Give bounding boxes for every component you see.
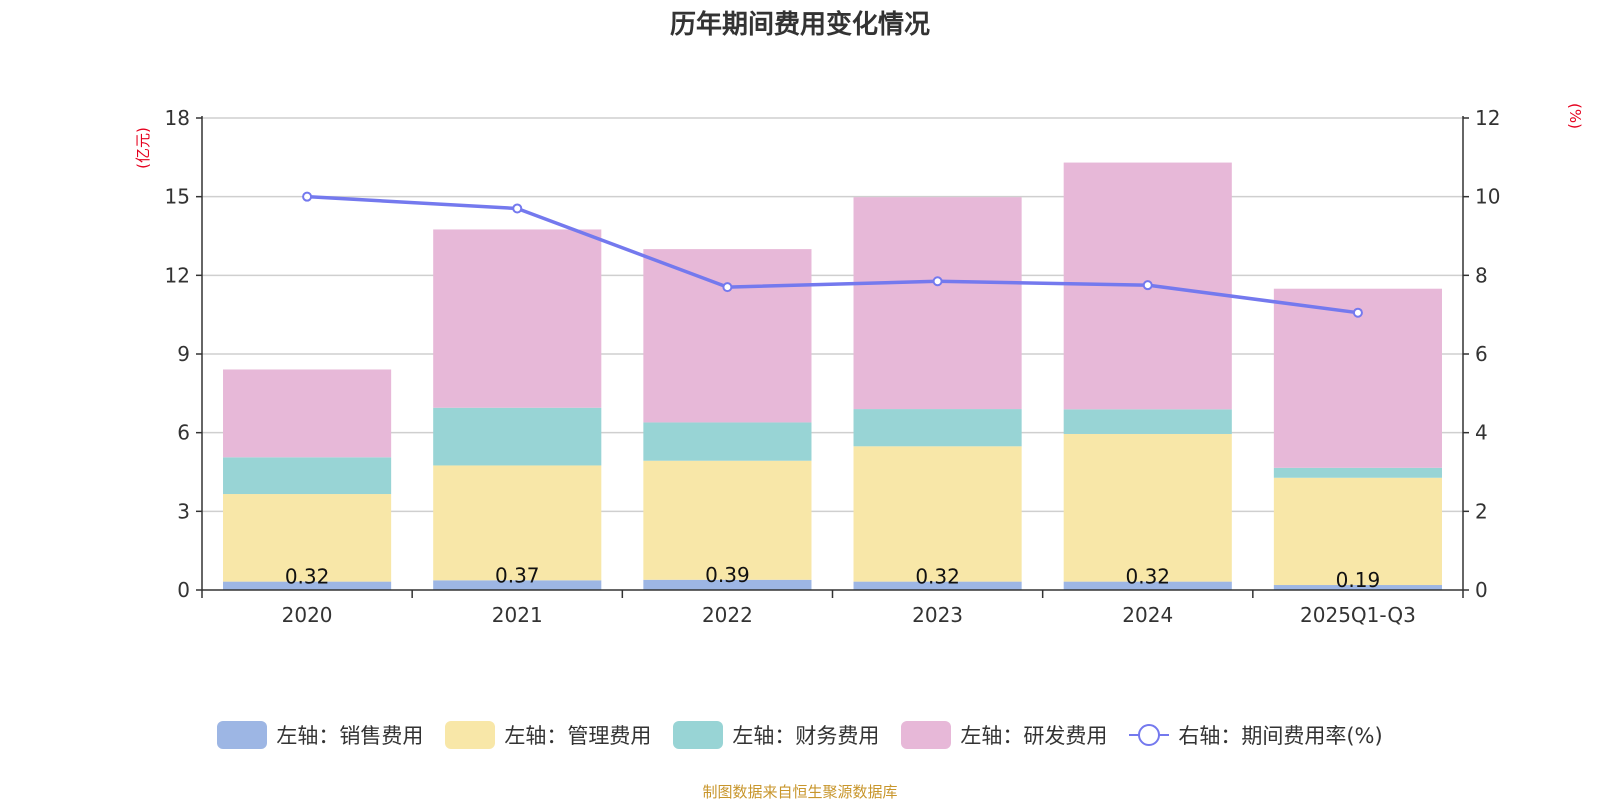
axes: 0 3 6 9 12 15 18 0 2 4 6 8 10 12 2020 2021 2022 2023 2024 2…	[165, 106, 1501, 627]
right-axis-tick-label: 10	[1475, 185, 1500, 209]
bar-segment-1[interactable]	[223, 494, 392, 582]
bar-segment-0[interactable]	[853, 581, 1022, 590]
sales-value-label: 0.37	[495, 563, 540, 587]
legend-line-marker-icon	[1129, 724, 1170, 746]
left-axis-tick-label: 0	[177, 578, 190, 602]
bar-segment-2[interactable]	[433, 407, 602, 466]
legend-swatch-sales	[217, 721, 268, 749]
left-axis-tick-label: 3	[177, 499, 190, 523]
bar-segment-2[interactable]	[643, 422, 812, 461]
bar-segment-3[interactable]	[433, 229, 602, 408]
bar-segment-3[interactable]	[853, 197, 1022, 410]
legend-item-admin[interactable]: 左轴：管理费用	[445, 720, 651, 750]
right-axis-tick-label: 2	[1475, 499, 1488, 523]
sales-value-label: 0.19	[1336, 568, 1381, 592]
rate-point[interactable]	[932, 276, 943, 287]
left-axis-tick-label: 18	[165, 106, 190, 130]
x-axis-tick-label: 2021	[492, 603, 543, 627]
bar-segment-3[interactable]	[643, 249, 812, 423]
right-axis-tick-label: 8	[1475, 263, 1488, 287]
legend-swatch-rnd	[901, 721, 952, 749]
legend-label-rate: 右轴：期间费用率(%)	[1178, 724, 1383, 748]
left-axis-tick-label: 15	[165, 185, 190, 209]
bar-series	[223, 162, 1442, 590]
bar-segment-3[interactable]	[223, 369, 392, 458]
legend-label-admin: 左轴：管理费用	[504, 724, 652, 748]
legend-label-sales: 左轴：销售费用	[276, 724, 424, 748]
legend-item-sales[interactable]: 左轴：销售费用	[217, 720, 423, 750]
sales-value-label: 0.39	[705, 563, 750, 587]
legend-item-rnd[interactable]: 左轴：研发费用	[901, 720, 1107, 750]
data-source-footer: 制图数据来自恒生聚源数据库	[702, 783, 898, 801]
legend-item-rate[interactable]: 右轴：期间费用率(%)	[1129, 720, 1383, 750]
legend-swatch-finance	[673, 721, 724, 749]
rate-line	[306, 194, 1359, 315]
x-axis-tick-label: 2023	[912, 603, 963, 627]
rate-point[interactable]	[1352, 307, 1363, 318]
bar-segment-2[interactable]	[1273, 467, 1442, 478]
grid-lines	[202, 117, 1463, 513]
bar-segment-0[interactable]	[433, 580, 602, 590]
left-axis-tick-label: 9	[177, 342, 190, 366]
legend-swatch-admin	[445, 721, 496, 749]
legend-label-rnd: 左轴：研发费用	[960, 724, 1108, 748]
x-axis-tick-label: 2020	[282, 603, 333, 627]
bar-segment-1[interactable]	[1063, 433, 1232, 582]
bar-segment-2[interactable]	[853, 409, 1022, 447]
rate-line-series	[302, 191, 1363, 318]
legend-item-finance[interactable]: 左轴：财务费用	[673, 720, 879, 750]
right-axis-tick-label: 0	[1475, 578, 1488, 602]
x-axis-tick-label: 2025Q1-Q3	[1300, 603, 1416, 627]
x-axis-tick-label: 2022	[702, 603, 753, 627]
right-axis-unit: (%)	[1566, 103, 1584, 129]
bar-segment-1[interactable]	[643, 460, 812, 580]
x-axis-tick-label: 2024	[1122, 603, 1173, 627]
bar-segment-1[interactable]	[1273, 477, 1442, 586]
legend: 左轴：销售费用 左轴：管理费用 左轴：财务费用 左轴：研发费用 右轴：期间费用率…	[0, 720, 1600, 750]
sales-value-label: 0.32	[1125, 565, 1170, 589]
legend-label-finance: 左轴：财务费用	[732, 724, 880, 748]
bar-segment-3[interactable]	[1273, 288, 1442, 468]
bar-segment-0[interactable]	[643, 579, 812, 590]
left-axis-tick-label: 12	[165, 263, 190, 287]
rate-point[interactable]	[722, 282, 733, 293]
sales-value-label: 0.32	[915, 565, 960, 589]
bar-segment-1[interactable]	[433, 465, 602, 581]
bar-segment-1[interactable]	[853, 446, 1022, 582]
rate-point[interactable]	[512, 203, 523, 214]
rate-point[interactable]	[1142, 280, 1153, 291]
bar-segment-0[interactable]	[223, 581, 392, 590]
chart-title: 历年期间费用变化情况	[669, 10, 930, 40]
right-axis-tick-label: 4	[1475, 421, 1488, 445]
left-axis-tick-label: 6	[177, 421, 190, 445]
bar-segment-2[interactable]	[223, 457, 392, 495]
bar-segment-2[interactable]	[1063, 409, 1232, 434]
right-axis-tick-label: 12	[1475, 106, 1500, 130]
bar-segment-0[interactable]	[1063, 581, 1232, 590]
left-axis-unit: (亿元)	[134, 127, 152, 169]
sales-value-label: 0.32	[285, 565, 330, 589]
bar-segment-0[interactable]	[1273, 585, 1442, 590]
right-axis-tick-label: 6	[1475, 342, 1488, 366]
rate-point[interactable]	[302, 191, 313, 202]
data-labels: 0.32 0.37 0.39 0.32 0.32 0.19	[285, 563, 1380, 592]
